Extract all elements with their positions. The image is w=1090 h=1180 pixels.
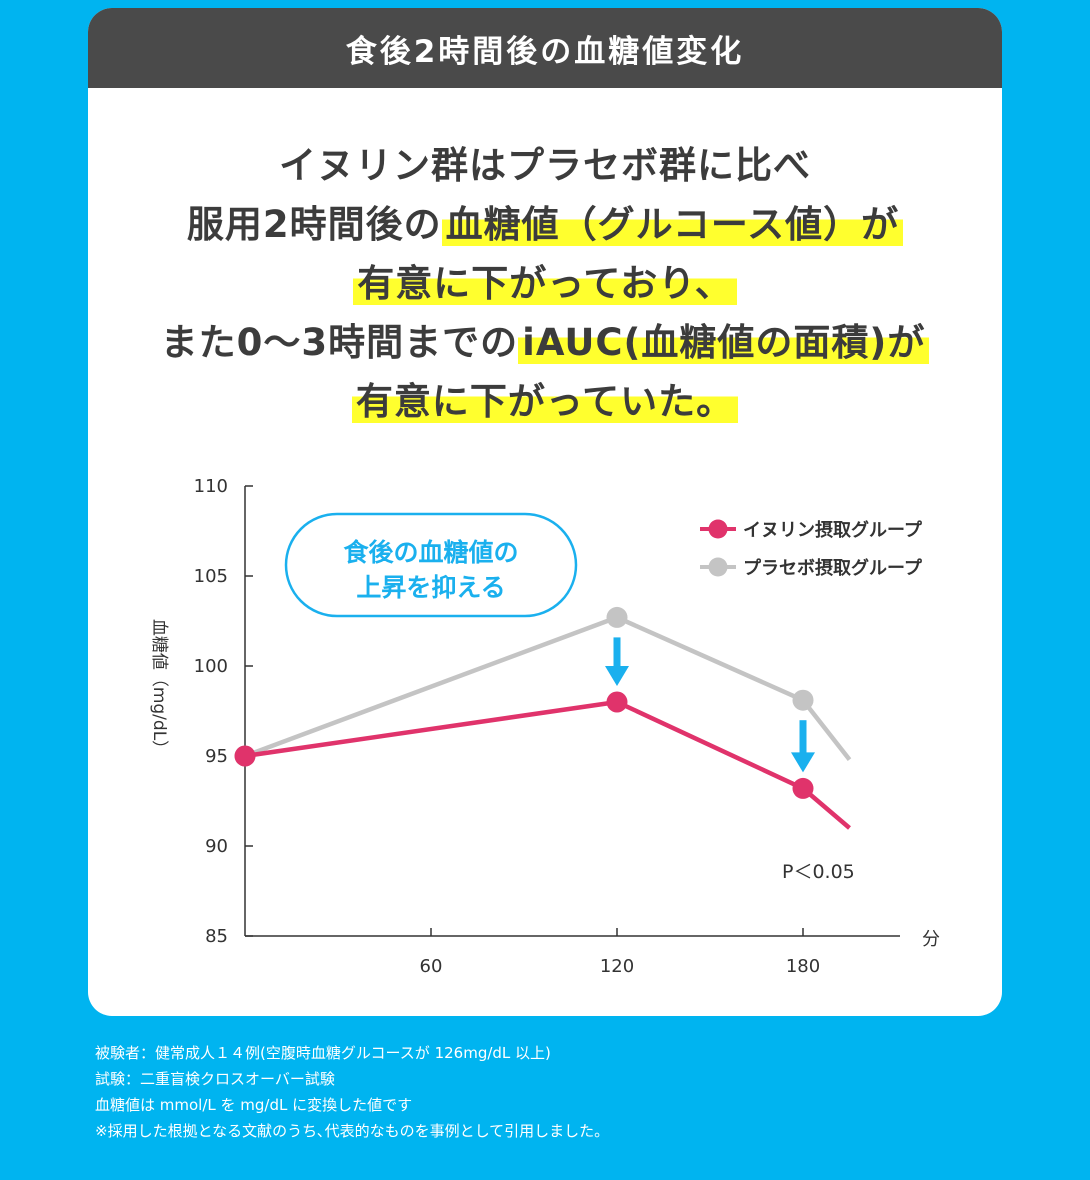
difference-arrows <box>605 637 815 773</box>
headline-line-4-plain: また0～3時間までの <box>160 321 519 364</box>
blood-glucose-line-chart: 85 90 95 100 105 110 60 120 180 血糖値（mg/dL） 分 食後… <box>149 476 940 977</box>
footnote-subjects: 被験者：健常成人１４例(空腹時血糖グルコースが 126mg/dL 以上) <box>95 1044 551 1062</box>
headline-line-3-highlight: 有意に下がっており、 <box>353 262 737 305</box>
y-axis-label: 血糖値（mg/dL） <box>149 619 169 757</box>
series-point <box>792 777 814 799</box>
legend-marker <box>708 519 728 539</box>
y-tick-label: 95 <box>205 746 228 767</box>
chart-axes <box>244 486 900 937</box>
annotation-bubble-line-1: 食後の血糖値の <box>343 538 518 567</box>
headline-line-4-highlight: iAUC(血糖値の面積)が <box>518 321 930 364</box>
y-tick-label: 100 <box>194 656 228 677</box>
headline-line-4: また0～3時間までの iAUC(血糖値の面積)が <box>88 313 1002 372</box>
difference-arrow-head <box>605 666 629 686</box>
difference-arrow-shaft <box>799 720 807 755</box>
difference-arrow-head <box>791 752 815 773</box>
headline-line-5: 有意に下がっていた。 <box>88 372 1002 431</box>
header-title: 食後2時間後の血糖値変化 <box>345 33 745 70</box>
headline-line-2-plain: 服用2時間後の <box>186 203 442 246</box>
p-value-annotation: P＜0.05 <box>782 861 855 883</box>
legend-label: イヌリン摂取グループ <box>743 519 923 541</box>
difference-arrow-shaft <box>613 637 621 668</box>
x-tick-label: 60 <box>420 956 443 977</box>
annotation-bubble <box>284 512 578 618</box>
x-tick-label: 180 <box>786 956 820 977</box>
chart-card: 食後2時間後の血糖値変化 イヌリン群はプラセボ群に比べ 服用2時間後の 血糖値（グ… <box>88 8 1002 1016</box>
series-line <box>244 699 851 830</box>
y-tick-label: 110 <box>194 476 228 497</box>
headline-line-1: イヌリン群はプラセボ群に比べ <box>279 144 811 187</box>
x-tick-label: 120 <box>600 956 634 977</box>
y-tick-label: 105 <box>194 566 228 587</box>
headline-line-2-highlight: 血糖値（グルコース値）が <box>441 203 904 246</box>
series-point <box>234 745 256 767</box>
series-point <box>792 689 814 711</box>
series-point <box>606 691 628 713</box>
footnote-trial: 試験：二重盲検クロスオーバー試験 <box>95 1070 335 1088</box>
card-header: 食後2時間後の血糖値変化 <box>88 8 1002 88</box>
headline-line-5-highlight: 有意に下がっていた。 <box>351 380 739 423</box>
x-axis-unit-label: 分 <box>922 929 940 950</box>
headline: イヌリン群はプラセボ群に比べ 服用2時間後の 血糖値（グルコース値）が 有意に下が… <box>88 136 1002 431</box>
series-point <box>606 606 628 628</box>
y-tick-label: 90 <box>205 836 228 857</box>
footnote-citation: ※採用した根拠となる文献のうち､代表的なものを事例として引用しました。 <box>95 1122 610 1140</box>
headline-line-3: 有意に下がっており、 <box>88 254 1002 313</box>
footnotes: 被験者：健常成人１４例(空腹時血糖グルコースが 126mg/dL 以上) 試験：… <box>95 1040 609 1144</box>
x-axis-ticks: 60 120 180 <box>420 928 820 977</box>
annotation-bubble-line-2: 上昇を抑える <box>356 573 505 602</box>
chart-series <box>234 606 852 830</box>
series-line <box>244 615 852 761</box>
y-axis-ticks: 85 90 95 100 105 110 <box>194 476 253 947</box>
footnote-conversion: 血糖値は mmol/L を mg/dL に変換した値です <box>95 1096 413 1114</box>
y-tick-label: 85 <box>205 926 228 947</box>
legend-marker <box>708 557 728 577</box>
legend-label: プラセボ摂取グループ <box>743 557 923 579</box>
headline-line-2: 服用2時間後の 血糖値（グルコース値）が <box>88 195 1002 254</box>
